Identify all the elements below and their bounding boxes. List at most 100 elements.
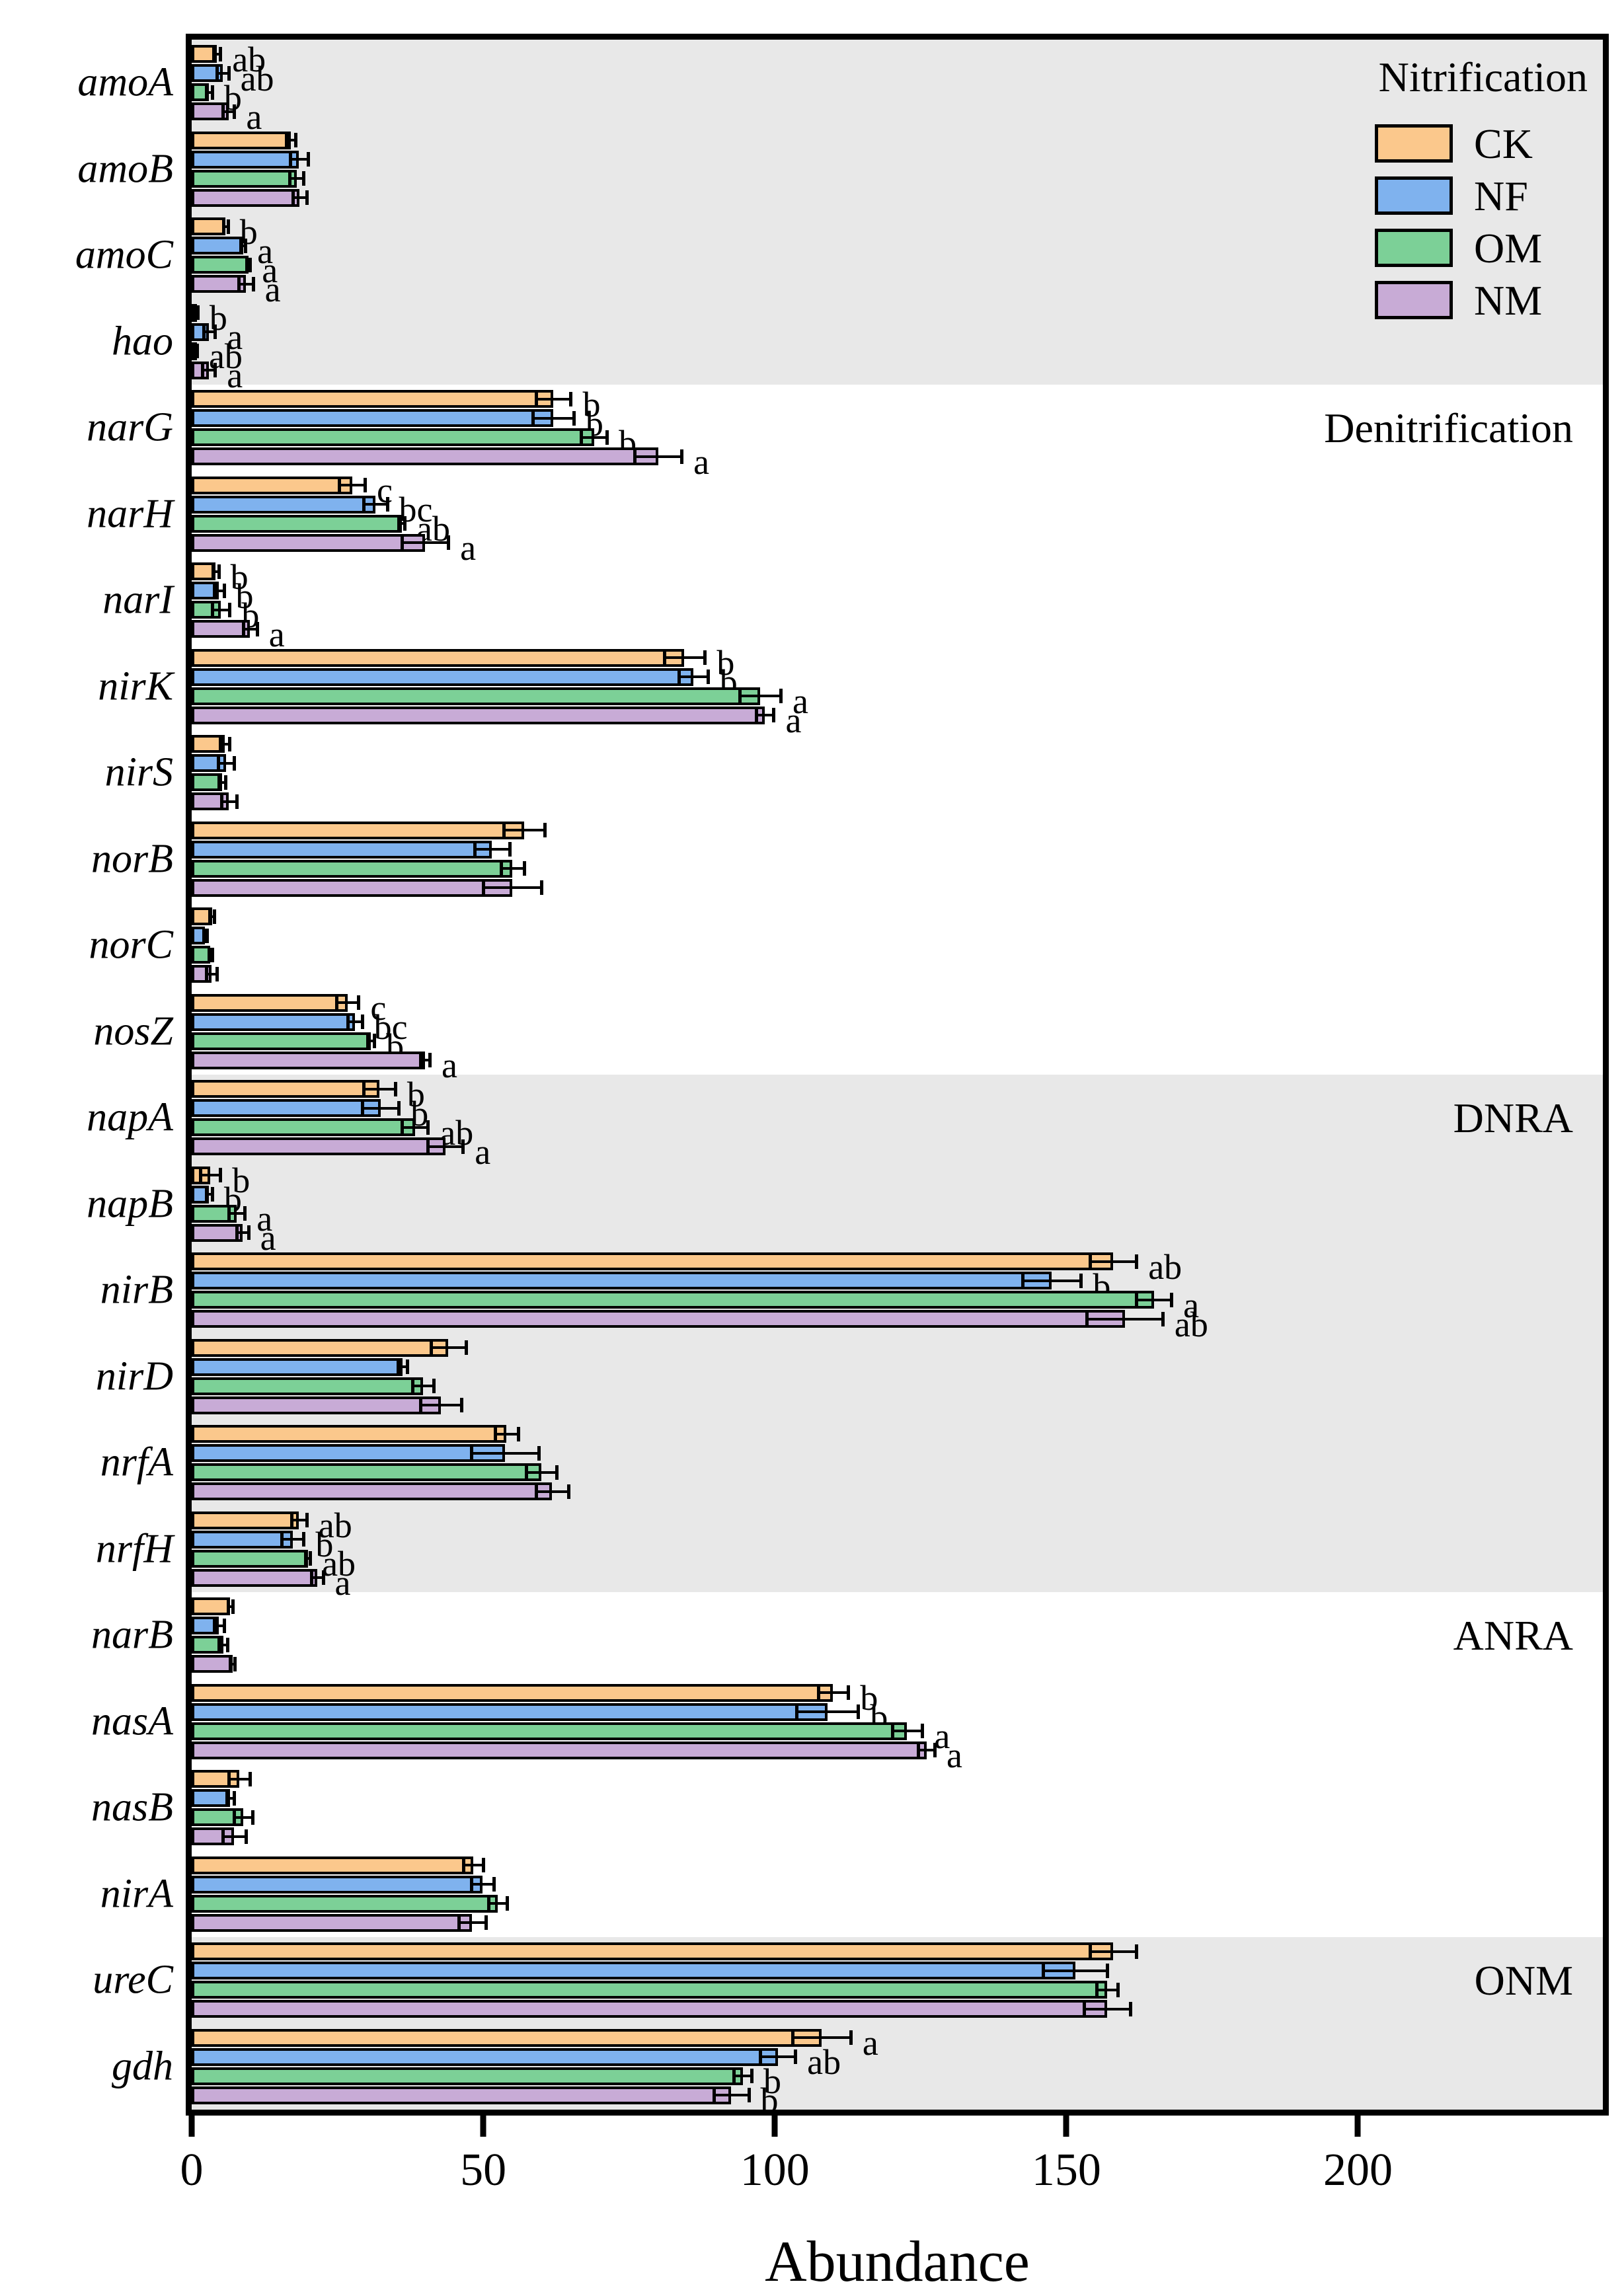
bar-nirA-OM (192, 1894, 498, 1913)
sig-letter-nosZ-NM: a (441, 1046, 457, 1085)
error-cap (680, 449, 684, 464)
bar-norC-OM (192, 946, 211, 964)
bar-norB-NF (192, 840, 492, 859)
x-tick-mark (771, 2116, 778, 2137)
error-cap (1170, 1292, 1174, 1307)
error-cap (373, 1034, 377, 1048)
bar-narG-CK (192, 390, 553, 408)
error-cap (226, 219, 230, 234)
error-cap (255, 621, 259, 636)
error-bar-nirA-NF (471, 1883, 494, 1886)
error-cap (245, 1829, 249, 1844)
error-cap (921, 1724, 925, 1738)
bar-amoB-OM (192, 169, 297, 188)
sig-letter-narG-CK: b (582, 384, 601, 424)
error-cap (231, 1599, 235, 1614)
error-cap (227, 65, 231, 81)
bar-nirB-CK (192, 1252, 1113, 1270)
gene-label-amoA: amoA (77, 59, 173, 105)
error-cap (543, 823, 547, 837)
error-bar-nasB-OM (233, 1816, 252, 1819)
nf-color-swatch (1375, 176, 1453, 215)
error-cap (703, 650, 707, 665)
error-bar-amoC-CK (223, 225, 228, 228)
sig-letter-amoC-OM: a (262, 250, 278, 290)
error-cap (794, 1704, 798, 1719)
sig-letter-nrfH-OM: ab (322, 1544, 356, 1584)
x-tick-label-100: 100 (740, 2145, 810, 2196)
error-cap (794, 2049, 798, 2064)
error-cap (229, 1656, 233, 1671)
sig-letter-nrfH-CK: ab (318, 1506, 352, 1545)
error-cap (531, 410, 535, 426)
error-bar-nirB-OM (1136, 1298, 1172, 1301)
error-bar-narI-OM (212, 608, 230, 611)
error-bar-narB-OM (219, 1643, 227, 1646)
legend-section-title: Nitrification (1378, 54, 1588, 100)
bar-ureC-CK (192, 1942, 1113, 1960)
gene-label-nrfA: nrfA (100, 1439, 173, 1485)
sig-letter-napA-CK: b (406, 1074, 425, 1114)
error-cap (346, 1014, 350, 1029)
error-bar-amoC-NM (239, 282, 253, 286)
error-cap (464, 1340, 468, 1355)
error-cap (633, 449, 637, 464)
error-cap (534, 391, 538, 406)
error-cap (418, 1398, 422, 1412)
error-cap (200, 363, 204, 377)
bar-nrfH-OM (192, 1549, 308, 1568)
nm-color-swatch (1375, 281, 1453, 319)
error-cap (580, 430, 584, 445)
ck-color-swatch (1375, 124, 1453, 163)
error-bar-amoB-CK (286, 139, 296, 141)
error-cap (212, 1618, 216, 1633)
error-bar-nrfH-NM (311, 1576, 323, 1579)
section-band-dnra (192, 1075, 1603, 1592)
error-cap (418, 1053, 422, 1067)
sig-letter-nirB-OM: a (1183, 1285, 1200, 1325)
error-cap (849, 2030, 853, 2045)
error-cap (213, 909, 217, 924)
bar-nirD-CK (192, 1338, 449, 1357)
bar-nrfH-NF (192, 1530, 293, 1549)
sig-letter-nasA-OM: a (934, 1716, 950, 1756)
error-cap (249, 257, 252, 272)
error-cap (393, 1081, 397, 1096)
error-cap (235, 1225, 239, 1240)
section-band-nitrification (192, 40, 1603, 385)
error-cap (525, 1465, 529, 1480)
legend-label-om: OM (1474, 225, 1543, 272)
sig-letter-amoC-NF: a (257, 231, 274, 271)
error-cap (364, 478, 367, 492)
sig-letter-napB-NM: a (260, 1218, 276, 1258)
error-cap (1085, 1311, 1089, 1326)
error-bar-nrfH-OM (305, 1557, 311, 1560)
error-cap (401, 1120, 405, 1135)
error-bar-nirD-NM (420, 1404, 461, 1406)
error-cap (305, 1513, 309, 1527)
error-bar-gdh-OM (734, 2075, 752, 2077)
error-cap (506, 1896, 510, 1911)
error-cap (397, 1100, 401, 1116)
section-label-dnra: DNRA (1453, 1094, 1573, 1141)
error-cap (772, 708, 776, 722)
error-cap (750, 2069, 754, 2083)
error-bar-gdh-CK (792, 2036, 851, 2039)
error-cap (338, 478, 342, 492)
bar-nirB-NM (192, 1310, 1125, 1328)
error-bar-narH-NF (364, 503, 387, 506)
error-cap (210, 947, 214, 962)
error-bar-ureC-NF (1043, 1969, 1108, 1972)
error-bar-nirD-OM (412, 1385, 434, 1387)
error-cap (706, 670, 710, 684)
error-bar-nirB-NF (1023, 1279, 1081, 1282)
error-cap (397, 516, 401, 531)
x-tick-mark (1063, 2116, 1069, 2137)
error-cap (213, 363, 217, 377)
bar-narH-OM (192, 514, 402, 533)
error-bar-nasA-OM (892, 1730, 923, 1732)
bar-nirK-OM (192, 687, 761, 705)
error-cap (217, 1637, 221, 1652)
error-bar-nirB-NM (1087, 1317, 1163, 1320)
